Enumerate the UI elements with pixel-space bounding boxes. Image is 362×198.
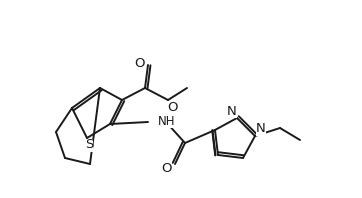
- Text: O: O: [162, 162, 172, 174]
- Text: O: O: [135, 56, 145, 69]
- Text: O: O: [168, 101, 178, 113]
- Text: NH: NH: [158, 114, 176, 128]
- Text: S: S: [85, 138, 93, 151]
- Text: N: N: [256, 123, 266, 135]
- Text: N: N: [227, 105, 237, 117]
